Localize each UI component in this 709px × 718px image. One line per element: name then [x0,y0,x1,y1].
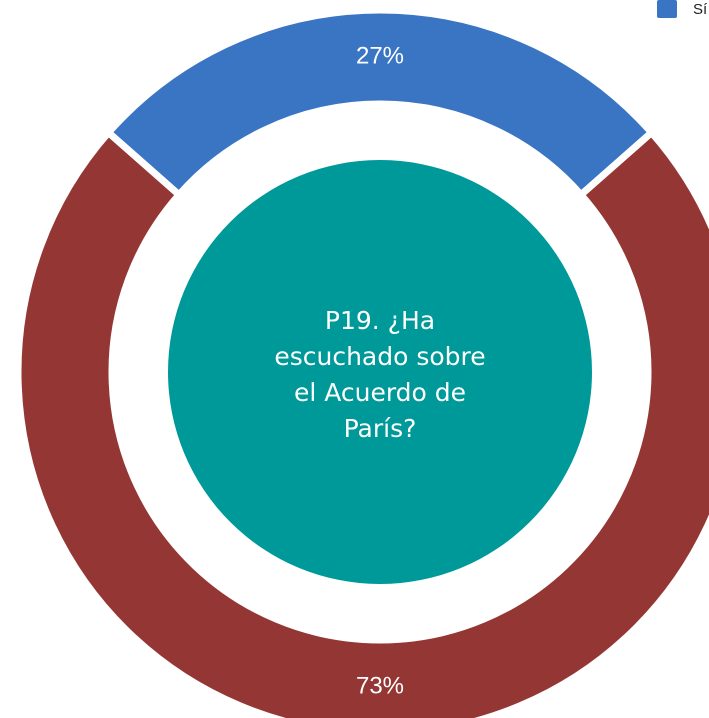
donut-segment [103,6,657,200]
value-label: 73% [356,672,404,699]
donut-segment [14,127,709,718]
legend-swatch [657,0,677,18]
center-circle [168,160,592,584]
center-title: P19. ¿Ha escuchado sobre el Acuerdo de P… [274,306,486,443]
legend-label: Sí [693,1,708,18]
value-label: 27% [356,42,404,69]
